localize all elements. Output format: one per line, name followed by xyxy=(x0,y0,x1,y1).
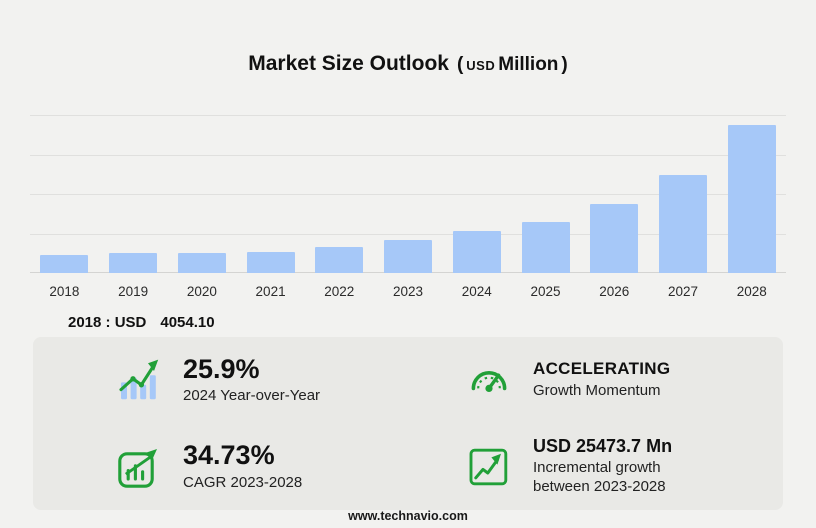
x-axis-labels: 2018 2019 2020 2021 2022 2023 2024 2025 2026 2027… xyxy=(30,284,786,299)
cagr-value: 34.73% xyxy=(183,440,275,471)
grid-line xyxy=(30,233,786,235)
bar-slot xyxy=(649,175,718,273)
footer-url: www.technavio.com xyxy=(348,509,468,523)
bar-chart: 2018 2019 2020 2021 2022 2023 2024 2025 2026 2027… xyxy=(30,115,786,299)
bar-slot xyxy=(305,247,374,273)
x-tick-label: 2027 xyxy=(667,284,698,299)
stat-text: USD 25473.7 Mn Incremental growth betwee… xyxy=(533,435,673,497)
stat-text: 25.9% 2024 Year-over-Year xyxy=(183,353,321,406)
growth-steps-icon xyxy=(463,443,515,491)
currency-label: USD xyxy=(466,58,496,74)
cagr-chart-icon xyxy=(113,443,165,491)
stat-growth-momentum: ACCELERATING Growth Momentum xyxy=(408,337,783,424)
incremental-growth-label-line1: Incremental growth xyxy=(533,459,661,477)
bar-slot xyxy=(442,231,511,273)
grid-line xyxy=(30,194,786,195)
bar-slot xyxy=(717,125,786,273)
stat-incremental-growth: USD 25473.7 Mn Incremental growth betwee… xyxy=(408,424,783,511)
bar-chart-trend-icon xyxy=(113,356,165,404)
incremental-growth-value: USD 25473.7 Mn xyxy=(533,435,673,456)
bar-slot xyxy=(580,204,649,273)
x-tick-label: 2024 xyxy=(461,284,492,299)
bar-2019 xyxy=(109,253,158,273)
bar-2027 xyxy=(658,175,707,273)
x-tick-label: 2026 xyxy=(599,284,630,299)
yoy-growth-value: 25.9% xyxy=(183,353,260,384)
bar-2023 xyxy=(384,240,433,273)
x-tick-label: 2023 xyxy=(393,284,424,299)
bar-slot xyxy=(374,240,443,273)
chart-title: Market Size Outlook (USD Million) xyxy=(0,52,816,76)
stat-text: ACCELERATING Growth Momentum xyxy=(533,359,671,400)
grid-line xyxy=(30,154,786,156)
x-tick-label: 2021 xyxy=(255,284,286,299)
bar-2028 xyxy=(727,125,776,273)
unit-label: Million xyxy=(498,54,559,76)
bar-slot xyxy=(30,255,99,273)
stat-yoy-growth: 25.9% 2024 Year-over-Year xyxy=(33,337,408,424)
stats-panel: 25.9% 2024 Year-over-Year ACCELERATING G… xyxy=(33,337,783,510)
open-paren: ( xyxy=(456,54,464,76)
cagr-label: CAGR 2023-2028 xyxy=(183,473,303,491)
momentum-label: Growth Momentum xyxy=(533,381,661,399)
momentum-value: ACCELERATING xyxy=(533,359,671,379)
chart-title-unit: (USD Million) xyxy=(457,52,568,75)
bar-slot xyxy=(167,253,236,273)
x-tick-label: 2019 xyxy=(118,284,149,299)
bar-2022 xyxy=(315,247,364,273)
bar-2020 xyxy=(177,253,226,273)
x-tick-label: 2020 xyxy=(186,284,217,299)
bar-2021 xyxy=(246,252,295,273)
bar-slot xyxy=(511,222,580,273)
stat-text: 34.73% CAGR 2023-2028 xyxy=(183,440,303,492)
stat-cagr: 34.73% CAGR 2023-2028 xyxy=(33,424,408,511)
bar-2024 xyxy=(452,231,501,273)
speedometer-icon xyxy=(463,356,515,404)
x-tick-label: 2025 xyxy=(530,284,561,299)
bar-2018 xyxy=(40,255,89,273)
base-year-value: 4054.10 xyxy=(160,314,215,331)
x-tick-label: 2022 xyxy=(324,284,355,299)
bars-layer xyxy=(30,115,786,273)
chart-title-text: Market Size Outlook xyxy=(248,52,449,76)
plot-area xyxy=(30,115,786,273)
yoy-growth-label: 2024 Year-over-Year xyxy=(183,387,321,405)
grid-line xyxy=(30,115,786,116)
bar-slot xyxy=(99,253,168,273)
bar-slot xyxy=(236,252,305,273)
x-tick-label: 2028 xyxy=(736,284,767,299)
bar-2025 xyxy=(521,222,570,273)
x-tick-label: 2018 xyxy=(49,284,80,299)
close-paren: ) xyxy=(561,54,568,76)
incremental-growth-label-line2: between 2023-2028 xyxy=(533,478,666,496)
base-year-annotation: 2018 : USD 4054.10 xyxy=(68,314,215,331)
bar-2026 xyxy=(590,204,639,273)
base-year-label: 2018 : USD xyxy=(68,314,147,331)
